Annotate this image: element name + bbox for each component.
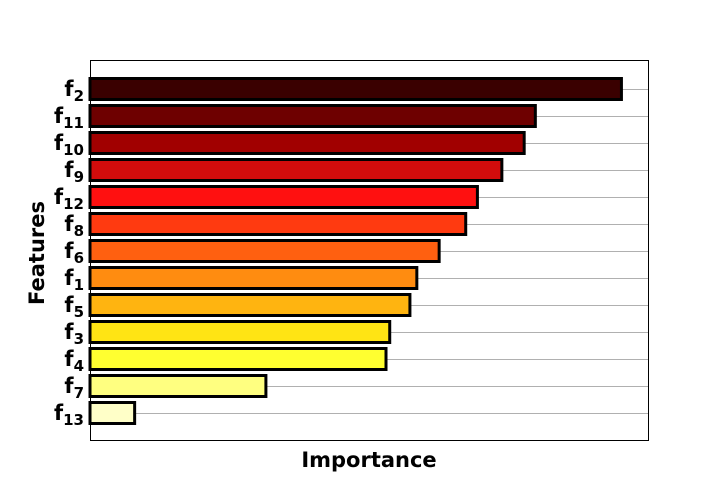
bar-f8 bbox=[88, 212, 468, 236]
bar-f13 bbox=[88, 401, 137, 425]
bar-f5 bbox=[88, 293, 412, 317]
y-tick-label: f5 bbox=[64, 293, 84, 321]
y-tick-label: f10 bbox=[54, 131, 84, 159]
y-tick-label: f4 bbox=[64, 347, 84, 375]
bar-f10 bbox=[88, 131, 526, 155]
bar-f9 bbox=[88, 158, 504, 182]
tick-label-subscript: 8 bbox=[74, 222, 84, 240]
tick-label-base: f bbox=[64, 347, 74, 371]
tick-label-base: f bbox=[54, 131, 64, 155]
bar-f12 bbox=[88, 185, 479, 209]
y-tick-label: f9 bbox=[64, 158, 84, 186]
tick-label-subscript: 10 bbox=[63, 141, 84, 159]
tick-label-base: f bbox=[64, 266, 74, 290]
tick-label-base: f bbox=[64, 212, 74, 236]
x-axis-label: Importance bbox=[301, 448, 436, 472]
y-tick-label: f8 bbox=[64, 212, 84, 240]
plot-frame bbox=[90, 60, 649, 441]
tick-label-base: f bbox=[54, 185, 64, 209]
tick-label-base: f bbox=[64, 374, 74, 398]
tick-label-subscript: 13 bbox=[63, 411, 84, 429]
y-tick-label: f7 bbox=[64, 374, 84, 402]
tick-label-subscript: 7 bbox=[74, 384, 84, 402]
bar-f7 bbox=[88, 374, 268, 398]
tick-label-subscript: 9 bbox=[74, 168, 84, 186]
bar-f11 bbox=[88, 104, 537, 128]
y-tick-label: f2 bbox=[64, 77, 84, 105]
bar-f2 bbox=[88, 77, 623, 101]
bar-f4 bbox=[88, 347, 388, 371]
bar-f6 bbox=[88, 239, 441, 263]
y-tick-label: f1 bbox=[64, 266, 84, 294]
tick-label-base: f bbox=[54, 104, 64, 128]
y-tick-label: f3 bbox=[64, 320, 84, 348]
bar-f3 bbox=[88, 320, 392, 344]
tick-label-subscript: 5 bbox=[74, 303, 84, 321]
y-tick-label: f12 bbox=[54, 185, 84, 213]
tick-label-base: f bbox=[64, 239, 74, 263]
tick-label-subscript: 3 bbox=[74, 330, 84, 348]
tick-label-base: f bbox=[64, 293, 74, 317]
tick-label-subscript: 4 bbox=[74, 357, 84, 375]
y-tick-label: f6 bbox=[64, 239, 84, 267]
tick-label-subscript: 6 bbox=[74, 249, 84, 267]
y-tick-label: f11 bbox=[54, 104, 84, 132]
tick-label-base: f bbox=[54, 401, 64, 425]
tick-label-subscript: 12 bbox=[63, 195, 84, 213]
tick-label-subscript: 11 bbox=[63, 114, 84, 132]
tick-label-base: f bbox=[64, 77, 74, 101]
bar-f1 bbox=[88, 266, 419, 290]
tick-label-base: f bbox=[64, 320, 74, 344]
tick-label-subscript: 1 bbox=[74, 276, 84, 294]
y-axis-label: Features bbox=[25, 201, 49, 305]
tick-label-base: f bbox=[64, 158, 74, 182]
tick-label-subscript: 2 bbox=[74, 87, 84, 105]
y-tick-label: f13 bbox=[54, 401, 84, 429]
